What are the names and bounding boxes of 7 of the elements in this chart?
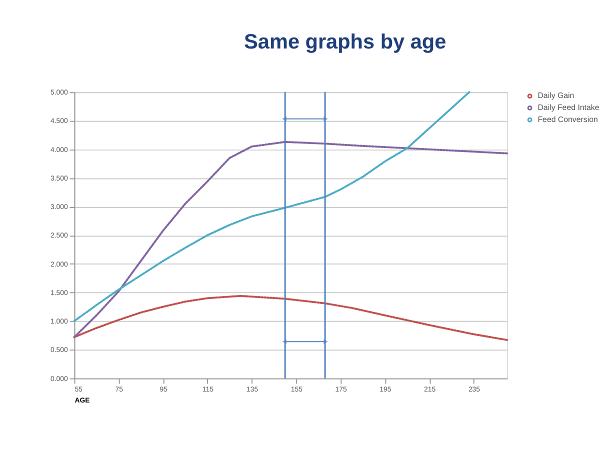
line-series [73, 140, 508, 338]
chart-title: Same graphs by age [244, 30, 446, 54]
line-series [73, 91, 470, 322]
legend-label: Daily Gain [538, 91, 574, 100]
legend-label: Feed Conversion [538, 114, 598, 124]
line-series [73, 294, 508, 341]
legend-label: Daily Feed Intake [538, 102, 600, 112]
